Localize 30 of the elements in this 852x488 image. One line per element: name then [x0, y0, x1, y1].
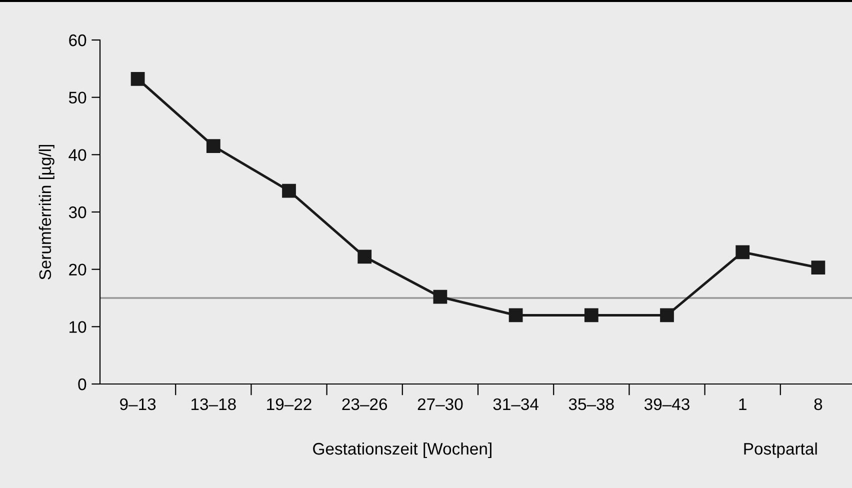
- point: [584, 308, 598, 322]
- x-tick-label: 35–38: [568, 398, 614, 410]
- x-axis-title: Gestationszeit [Wochen]: [313, 442, 492, 458]
- x-tick-label: 9–13: [120, 398, 156, 410]
- point: [660, 308, 674, 322]
- point: [508, 308, 523, 322]
- y-tick-label: 0: [78, 378, 86, 390]
- x-tick-label: 8: [814, 398, 822, 410]
- x-tick-label: 19–22: [267, 398, 312, 410]
- y-tick-label: 20: [69, 264, 86, 276]
- y-tick-label: 10: [70, 321, 86, 333]
- x-tick-label: 39–43: [644, 398, 690, 410]
- point: [130, 72, 145, 86]
- x-tick-label: 31–34: [493, 398, 538, 410]
- y-axis-title: Serumferritin [µg/l]: [38, 144, 54, 280]
- x-tick-label: 1: [739, 398, 746, 410]
- point: [811, 260, 826, 275]
- text: Postpartal: [744, 442, 817, 458]
- point: [282, 184, 296, 198]
- point: [433, 290, 448, 304]
- point: [358, 250, 372, 264]
- y-tick-label: 60: [69, 34, 86, 46]
- point: [736, 245, 750, 260]
- y-tick-label: 40: [68, 149, 86, 161]
- point: [206, 139, 220, 154]
- y-tick-label: 30: [68, 206, 86, 218]
- x-tick-label: 27–30: [418, 398, 463, 410]
- y-tick-label: 50: [68, 92, 86, 104]
- x-tick-label: 13–18: [192, 398, 236, 410]
- x-tick-label: 23–26: [342, 398, 388, 410]
